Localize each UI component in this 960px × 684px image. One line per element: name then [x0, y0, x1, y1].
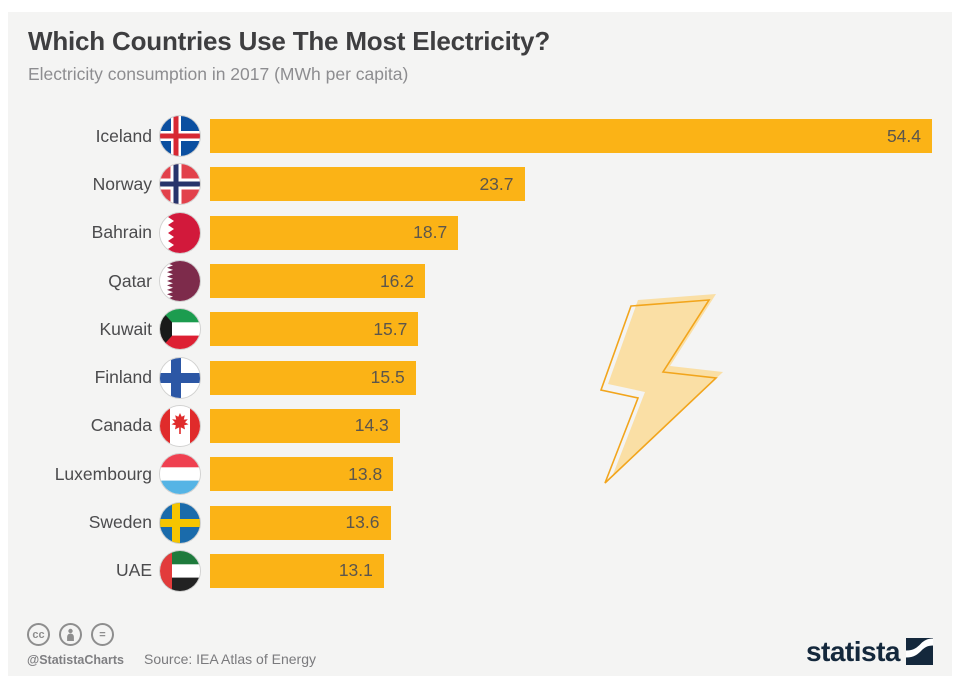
- bar-value-label: 15.7: [373, 318, 408, 339]
- bar-value-label: 18.7: [413, 222, 448, 243]
- kuwait-flag: [160, 309, 200, 350]
- statista-logo-mark: [906, 638, 933, 665]
- chart-row: Iceland 54.4: [28, 112, 932, 160]
- country-label: Canada: [90, 415, 152, 436]
- chart-row: Luxembourg 13.8: [28, 450, 932, 498]
- chart-row: Qatar 16.2: [28, 257, 932, 305]
- bar: 13.8: [210, 457, 394, 492]
- bar-chart: Iceland 54.4 Norway 23.7 Bahrain 18.7: [28, 112, 932, 595]
- norway-flag: [160, 164, 200, 205]
- bar-value-label: 15.5: [370, 367, 405, 388]
- bar: 23.7: [210, 167, 525, 202]
- bar: 13.1: [210, 553, 384, 588]
- country-label: Norway: [92, 173, 152, 194]
- bar: 15.5: [210, 360, 416, 395]
- bar-value-label: 14.3: [354, 415, 389, 436]
- bar: 15.7: [210, 312, 419, 347]
- license-icons: cc =: [27, 623, 114, 646]
- canada-flag: [160, 405, 200, 446]
- country-label: Kuwait: [99, 318, 152, 339]
- bahrain-flag: [160, 212, 200, 253]
- lightning-bolt-icon: [598, 294, 738, 494]
- chart-row: Finland 15.5: [28, 353, 932, 401]
- bar-value-label: 13.6: [345, 512, 380, 533]
- bar: 16.2: [210, 264, 425, 299]
- attribution-person-icon: [59, 623, 82, 646]
- country-label: Luxembourg: [54, 463, 152, 484]
- finland-flag: [160, 357, 200, 398]
- qatar-flag: [160, 261, 200, 302]
- bar: 54.4: [210, 119, 932, 154]
- iceland-flag: [160, 116, 200, 157]
- bar: 14.3: [210, 408, 400, 443]
- sweden-flag: [160, 502, 200, 543]
- page-title: Which Countries Use The Most Electricity…: [28, 26, 550, 56]
- statista-logo-text: statista: [805, 636, 901, 667]
- country-label: UAE: [116, 560, 152, 581]
- chart-row: Sweden 13.6: [28, 498, 932, 546]
- source-text: Source: IEA Atlas of Energy: [144, 651, 316, 667]
- chart-row: Bahrain 18.7: [28, 209, 932, 257]
- country-label: Finland: [94, 367, 152, 388]
- country-label: Iceland: [95, 125, 152, 146]
- statista-logo: statista: [805, 636, 933, 667]
- country-label: Bahrain: [91, 222, 152, 243]
- bar-value-label: 13.8: [348, 463, 383, 484]
- luxembourg-flag: [160, 454, 200, 495]
- chart-row: Canada 14.3: [28, 402, 932, 450]
- uae-flag: [160, 550, 200, 591]
- bar-value-label: 16.2: [379, 270, 414, 291]
- bar-value-label: 54.4: [886, 125, 921, 146]
- chart-row: Norway 23.7: [28, 160, 932, 208]
- country-label: Qatar: [108, 270, 152, 291]
- statista-handle: @StatistaCharts: [27, 653, 124, 667]
- equals-icon: =: [91, 623, 114, 646]
- country-label: Sweden: [88, 512, 152, 533]
- cc-icon: cc: [27, 623, 50, 646]
- chart-row: Kuwait 15.7: [28, 305, 932, 353]
- bar-value-label: 13.1: [338, 560, 373, 581]
- bar: 13.6: [210, 505, 391, 540]
- chart-row: UAE 13.1: [28, 547, 932, 595]
- bar: 18.7: [210, 215, 459, 250]
- page-subtitle: Electricity consumption in 2017 (MWh per…: [28, 64, 409, 84]
- bar-value-label: 23.7: [479, 173, 514, 194]
